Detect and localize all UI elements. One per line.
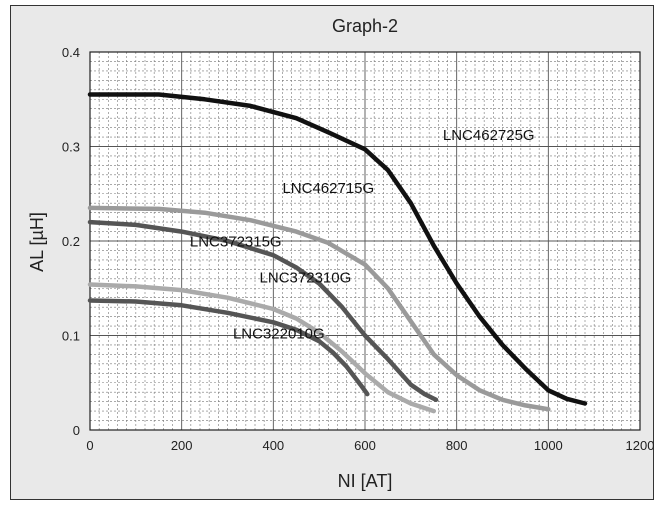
x-tick-label: 1200 <box>626 438 655 453</box>
x-axis-label: NI [AT] <box>338 471 393 491</box>
y-tick-label: 0.3 <box>62 140 80 155</box>
series-label: LNC462715G <box>282 180 374 197</box>
x-tick-label: 800 <box>446 438 468 453</box>
y-tick-label: 0.1 <box>62 329 80 344</box>
series-line <box>87 205 551 412</box>
x-tick-label: 600 <box>354 438 376 453</box>
plot-area <box>89 51 641 431</box>
series-label: LNC322010G <box>233 325 325 342</box>
series-label: LNC372315G <box>190 234 282 251</box>
series-labels: LNC462725G LNC462715G LNC372315G LNC372310G… <box>190 127 535 342</box>
x-tick-label: 1000 <box>534 438 563 453</box>
y-tick-label: 0 <box>73 423 80 438</box>
series-line <box>87 282 437 414</box>
chart-title: Graph-2 <box>332 16 398 36</box>
series-label: LNC372310G <box>260 270 352 287</box>
x-tick-label: 400 <box>262 438 284 453</box>
series-line <box>87 219 439 403</box>
x-tick-label: 200 <box>171 438 193 453</box>
series-line <box>87 92 588 406</box>
y-axis-label: AL [µH] <box>27 212 47 272</box>
y-tick-label: 0.4 <box>62 45 80 60</box>
x-tick-label: 0 <box>86 438 93 453</box>
series-label: LNC462725G <box>443 127 535 144</box>
series-lines <box>87 92 588 414</box>
plot-grid <box>89 51 641 431</box>
series-line <box>87 298 370 397</box>
y-tick-label: 0.2 <box>62 234 80 249</box>
axis-ticks: 0 200 400 600 800 1000 1200 0 0.1 0.2 0.3 0.4 <box>62 45 655 453</box>
